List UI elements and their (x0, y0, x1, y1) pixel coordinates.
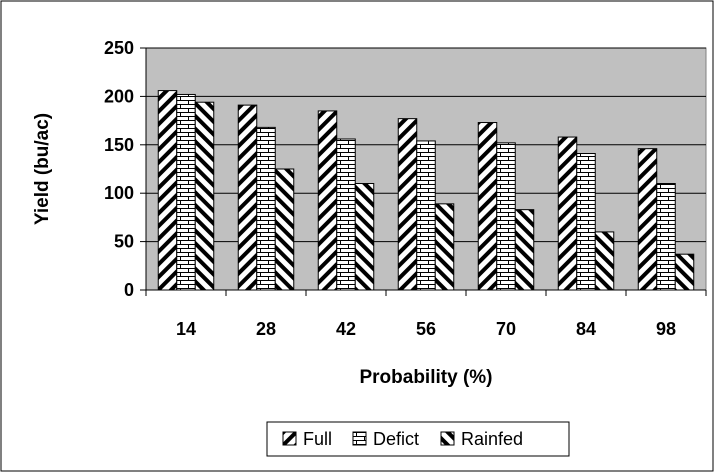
x-tick-label: 98 (656, 319, 676, 339)
x-tick-label: 70 (496, 319, 516, 339)
bar-rainfed (594, 231, 615, 291)
x-tick-label: 84 (576, 319, 596, 339)
bar-rainfed (194, 101, 215, 291)
x-tick-labels: 14 28 42 56 70 84 98 (176, 319, 676, 339)
x-tick-label: 42 (336, 319, 356, 339)
legend-swatch-rainfed (440, 431, 455, 446)
y-tick-label: 100 (104, 183, 134, 203)
bars (157, 90, 695, 291)
bar-rainfed (434, 203, 455, 291)
bar-rainfed (674, 253, 695, 291)
bar-deficit (336, 138, 356, 291)
x-axis-title: Probability (%) (359, 367, 492, 388)
bar-full (397, 118, 418, 291)
bar-full (237, 104, 258, 291)
y-tick-label: 0 (124, 280, 134, 300)
bar-full (317, 110, 338, 291)
bar-deficit (656, 183, 676, 291)
legend-label-full: Full (303, 429, 332, 449)
axes (140, 47, 707, 296)
bar-full (477, 122, 498, 291)
x-tick-label: 14 (176, 319, 196, 339)
bar-rainfed (354, 183, 375, 291)
legend-swatch-deficit (352, 431, 367, 446)
y-tick-label: 250 (104, 38, 134, 58)
y-tick-label: 150 (104, 135, 134, 155)
legend-label-deficit: Defict (373, 429, 419, 449)
bar-full (557, 136, 578, 291)
legend: Full Defict Rainfed (266, 421, 570, 457)
y-tick-labels: 0 50 100 150 200 250 (104, 38, 134, 300)
bar-rainfed (514, 209, 535, 291)
y-tick-label: 50 (114, 232, 134, 252)
y-tick-label: 200 (104, 86, 134, 106)
legend-swatch-full (282, 431, 297, 446)
bar-rainfed (274, 168, 295, 291)
bar-deficit (576, 153, 596, 291)
bar-deficit (496, 142, 516, 291)
bar-deficit (176, 93, 196, 291)
y-axis-title: Yield (bu/ac) (32, 113, 53, 225)
x-tick-label: 28 (256, 319, 276, 339)
bar-full (637, 148, 658, 291)
bar-deficit (416, 140, 436, 291)
x-tick-label: 56 (416, 319, 436, 339)
legend-label-rainfed: Rainfed (461, 429, 523, 449)
bar-full (157, 90, 178, 291)
bar-deficit (256, 126, 276, 291)
legend-box (266, 421, 570, 457)
